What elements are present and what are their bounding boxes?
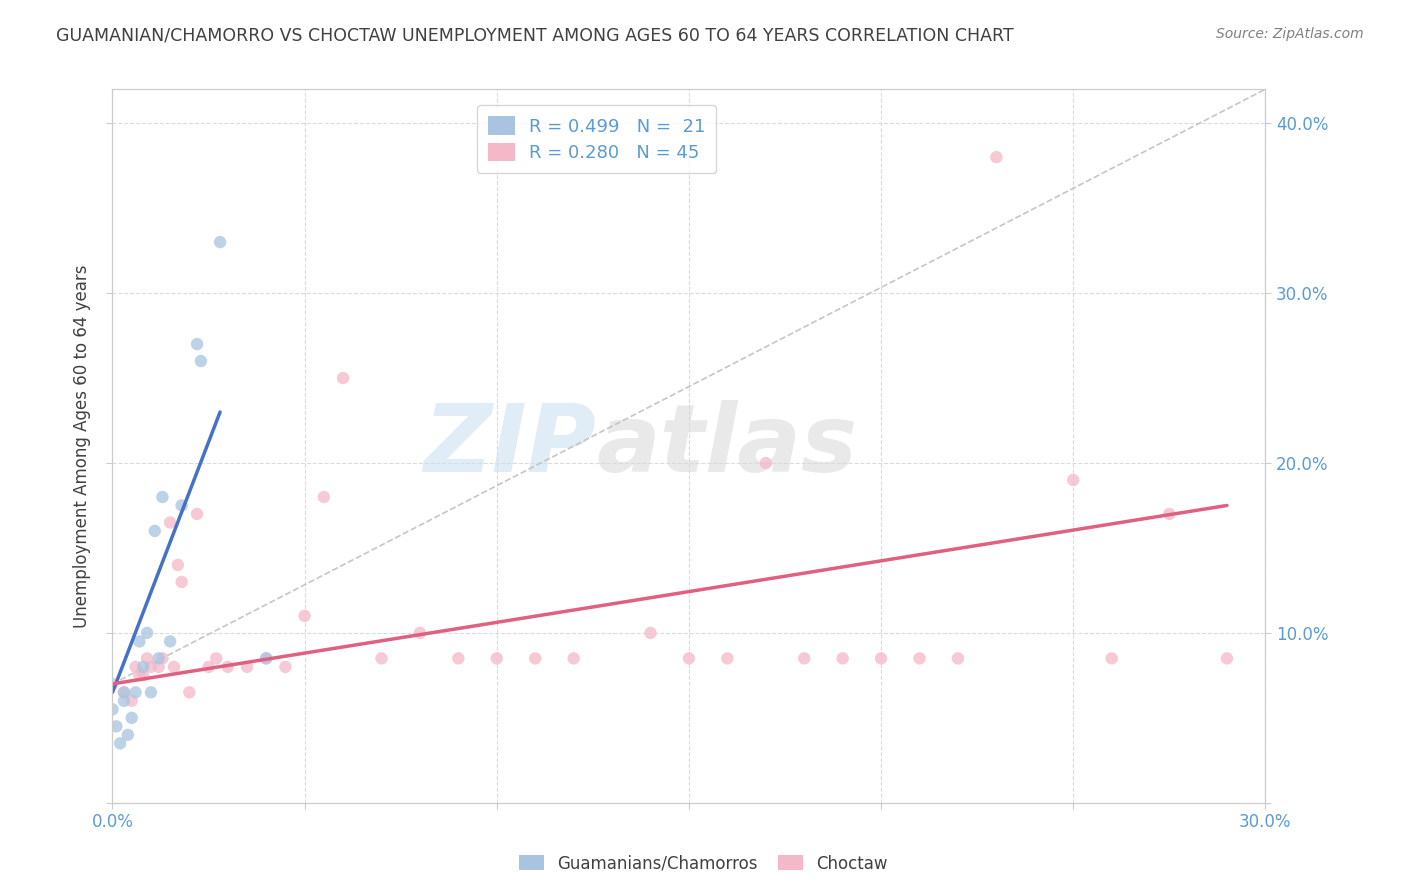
Point: [312, 490, 335, 504]
Point: [205, 651, 228, 665]
Point: [1062, 473, 1084, 487]
Point: [332, 371, 354, 385]
Point: [793, 651, 815, 665]
Point: [148, 651, 170, 665]
Point: [108, 736, 131, 750]
Point: [143, 524, 166, 538]
Point: [117, 728, 139, 742]
Point: [159, 634, 181, 648]
Point: [755, 456, 778, 470]
Point: [128, 668, 150, 682]
Y-axis label: Unemployment Among Ages 60 to 64 years: Unemployment Among Ages 60 to 64 years: [73, 264, 91, 628]
Point: [186, 337, 208, 351]
Point: [831, 651, 853, 665]
Point: [1216, 651, 1239, 665]
Point: [562, 651, 585, 665]
Point: [678, 651, 700, 665]
Point: [186, 507, 208, 521]
Point: [139, 685, 162, 699]
Point: [1159, 507, 1181, 521]
Point: [132, 660, 155, 674]
Text: atlas: atlas: [596, 400, 858, 492]
Point: [105, 719, 128, 733]
Text: Source: ZipAtlas.com: Source: ZipAtlas.com: [1216, 27, 1364, 41]
Point: [121, 711, 143, 725]
Point: [217, 660, 239, 674]
Point: [112, 685, 135, 699]
Point: [640, 626, 662, 640]
Point: [409, 626, 432, 640]
Point: [124, 685, 146, 699]
Point: [170, 574, 193, 589]
Point: [139, 660, 162, 674]
Point: [197, 660, 219, 674]
Text: ZIP: ZIP: [423, 400, 596, 492]
Point: [716, 651, 738, 665]
Point: [254, 651, 277, 665]
Point: [170, 499, 193, 513]
Point: [946, 651, 969, 665]
Point: [136, 626, 159, 640]
Point: [132, 668, 155, 682]
Point: [136, 651, 159, 665]
Point: [179, 685, 201, 699]
Point: [524, 651, 547, 665]
Point: [209, 235, 232, 249]
Point: [166, 558, 188, 572]
Point: [148, 660, 170, 674]
Point: [163, 660, 186, 674]
Point: [986, 150, 1008, 164]
Point: [128, 634, 150, 648]
Point: [159, 516, 181, 530]
Point: [908, 651, 931, 665]
Text: GUAMANIAN/CHAMORRO VS CHOCTAW UNEMPLOYMENT AMONG AGES 60 TO 64 YEARS CORRELATION: GUAMANIAN/CHAMORRO VS CHOCTAW UNEMPLOYME…: [56, 27, 1014, 45]
Point: [236, 660, 259, 674]
Point: [152, 490, 174, 504]
Point: [121, 694, 143, 708]
Point: [152, 651, 174, 665]
Point: [254, 651, 277, 665]
Point: [370, 651, 392, 665]
Point: [294, 608, 316, 623]
Legend: Guamanians/Chamorros, Choctaw: Guamanians/Chamorros, Choctaw: [512, 848, 894, 880]
Legend: R = 0.499   N =  21, R = 0.280   N = 45: R = 0.499 N = 21, R = 0.280 N = 45: [477, 105, 717, 173]
Point: [485, 651, 508, 665]
Point: [101, 702, 124, 716]
Point: [447, 651, 470, 665]
Point: [124, 660, 146, 674]
Point: [274, 660, 297, 674]
Point: [112, 685, 135, 699]
Point: [1101, 651, 1123, 665]
Point: [190, 354, 212, 368]
Point: [101, 677, 124, 691]
Point: [112, 694, 135, 708]
Point: [870, 651, 893, 665]
